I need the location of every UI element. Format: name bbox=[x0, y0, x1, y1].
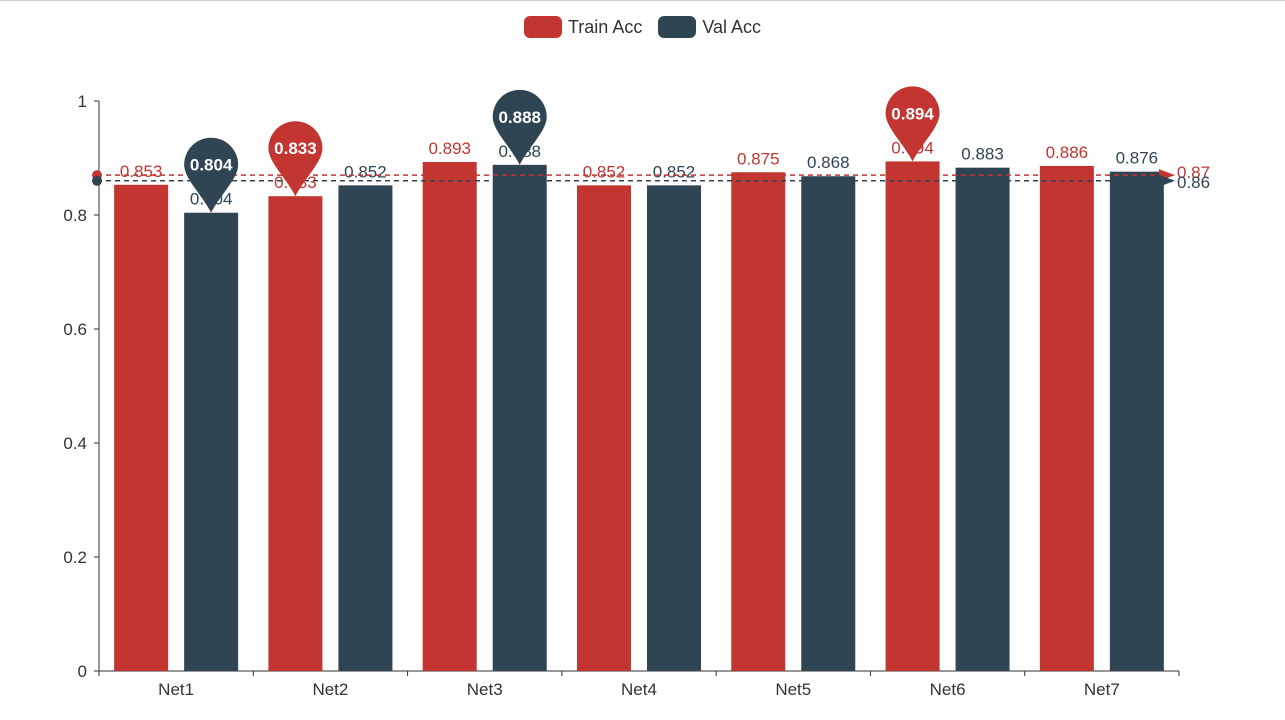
legend-label-val-acc: Val Acc bbox=[702, 16, 762, 37]
bar bbox=[577, 185, 631, 672]
y-tick-label: 0.6 bbox=[63, 320, 87, 339]
x-tick-label: Net2 bbox=[312, 680, 348, 699]
pin-marker-label: 0.888 bbox=[498, 108, 541, 127]
average-line-label: 0.87 bbox=[1177, 163, 1210, 182]
x-tick-label: Net4 bbox=[621, 680, 657, 699]
data-label: 0.883 bbox=[961, 145, 1004, 164]
bar bbox=[801, 176, 856, 672]
pin-marker bbox=[184, 137, 239, 213]
data-label: 0.852 bbox=[344, 162, 387, 181]
legend-swatch-train-acc bbox=[523, 16, 562, 38]
data-label: 0.852 bbox=[653, 162, 696, 181]
bar bbox=[114, 184, 169, 672]
top-border bbox=[0, 0, 1285, 1]
bar bbox=[1109, 171, 1164, 671]
bar bbox=[731, 172, 786, 671]
x-tick-label: Net5 bbox=[775, 680, 811, 699]
legend-item-train-acc[interactable]: Train Acc bbox=[523, 16, 643, 38]
average-line-arrow bbox=[1159, 174, 1175, 187]
bar bbox=[422, 161, 477, 672]
y-tick-label: 0 bbox=[78, 662, 87, 681]
pin-marker bbox=[492, 89, 547, 165]
data-label: 0.876 bbox=[1116, 149, 1159, 168]
data-label: 0.886 bbox=[1046, 143, 1089, 162]
pin-marker-label: 0.833 bbox=[274, 139, 317, 158]
data-label: 0.868 bbox=[807, 153, 850, 172]
y-tick-label: 0.2 bbox=[63, 548, 87, 567]
data-label: 0.852 bbox=[583, 162, 626, 181]
bar bbox=[955, 167, 1010, 671]
bar bbox=[492, 164, 547, 671]
bar bbox=[338, 185, 393, 672]
data-label: 0.853 bbox=[120, 162, 163, 181]
legend-swatch-val-acc bbox=[658, 16, 697, 38]
pin-marker-label: 0.804 bbox=[190, 156, 233, 175]
pin-marker bbox=[885, 86, 940, 162]
x-tick-label: Net1 bbox=[158, 680, 194, 699]
bar bbox=[1039, 165, 1094, 672]
bar bbox=[647, 185, 701, 672]
average-line-label: 0.86 bbox=[1177, 173, 1210, 192]
pin-marker bbox=[268, 121, 323, 197]
legend: Train Acc Val Acc bbox=[0, 16, 1285, 38]
bar bbox=[268, 196, 323, 671]
x-tick-label: Net7 bbox=[1084, 680, 1120, 699]
y-tick-label: 0.4 bbox=[63, 434, 87, 453]
pin-marker-label: 0.894 bbox=[891, 104, 934, 123]
bar bbox=[184, 212, 239, 671]
legend-item-val-acc[interactable]: Val Acc bbox=[658, 16, 761, 38]
legend-label-train-acc: Train Acc bbox=[567, 16, 643, 37]
data-label: 0.893 bbox=[428, 139, 471, 158]
x-tick-label: Net6 bbox=[930, 680, 966, 699]
y-tick-label: 1 bbox=[78, 92, 87, 111]
y-tick-label: 0.8 bbox=[63, 206, 87, 225]
x-tick-label: Net3 bbox=[467, 680, 503, 699]
data-label: 0.875 bbox=[737, 149, 780, 168]
bar bbox=[885, 161, 940, 672]
